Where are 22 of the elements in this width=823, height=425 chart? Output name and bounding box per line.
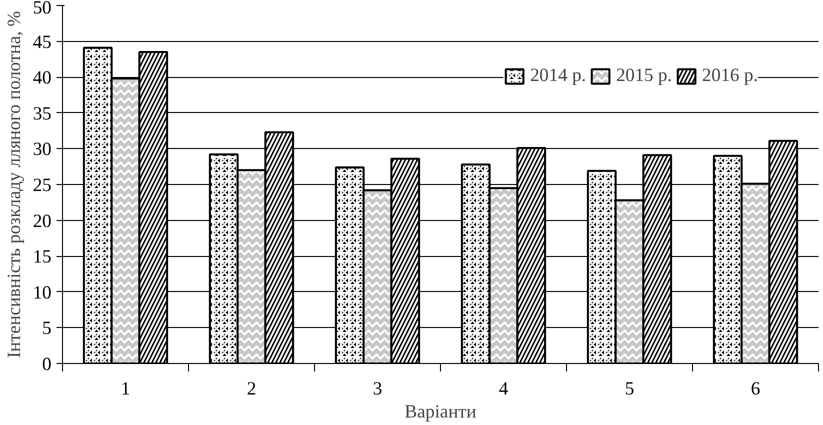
x-tick-label: 1 [120,378,130,400]
x-tick-label: 6 [750,378,760,400]
x-tick-label: 3 [372,378,382,400]
y-tick-label: 0 [42,354,52,375]
legend-label: 2016 р. [702,65,758,87]
y-tick-label: 40 [32,68,52,89]
y-tick-label: 5 [42,318,52,340]
y-tick-label: 45 [32,32,52,53]
x-tick-label: 5 [624,378,634,400]
y-tick-label: 10 [32,282,52,304]
x-axis-title: Варіанти [404,402,476,422]
y-tick-label: 25 [32,175,52,196]
x-tick-label: 4 [498,378,509,400]
legend-label: 2014 р. [530,65,586,87]
y-tick-label: 50 [32,0,52,18]
y-tick-label: 35 [32,103,52,124]
legend-label: 2015 р. [616,65,672,87]
x-tick-label: 2 [246,378,256,400]
y-tick-label: 15 [32,246,52,268]
y-tick-label: 30 [32,139,52,160]
y-tick-label: 20 [32,210,52,232]
y-axis-title: Інтенсивність розкладу лляного полотна, % [4,10,25,358]
